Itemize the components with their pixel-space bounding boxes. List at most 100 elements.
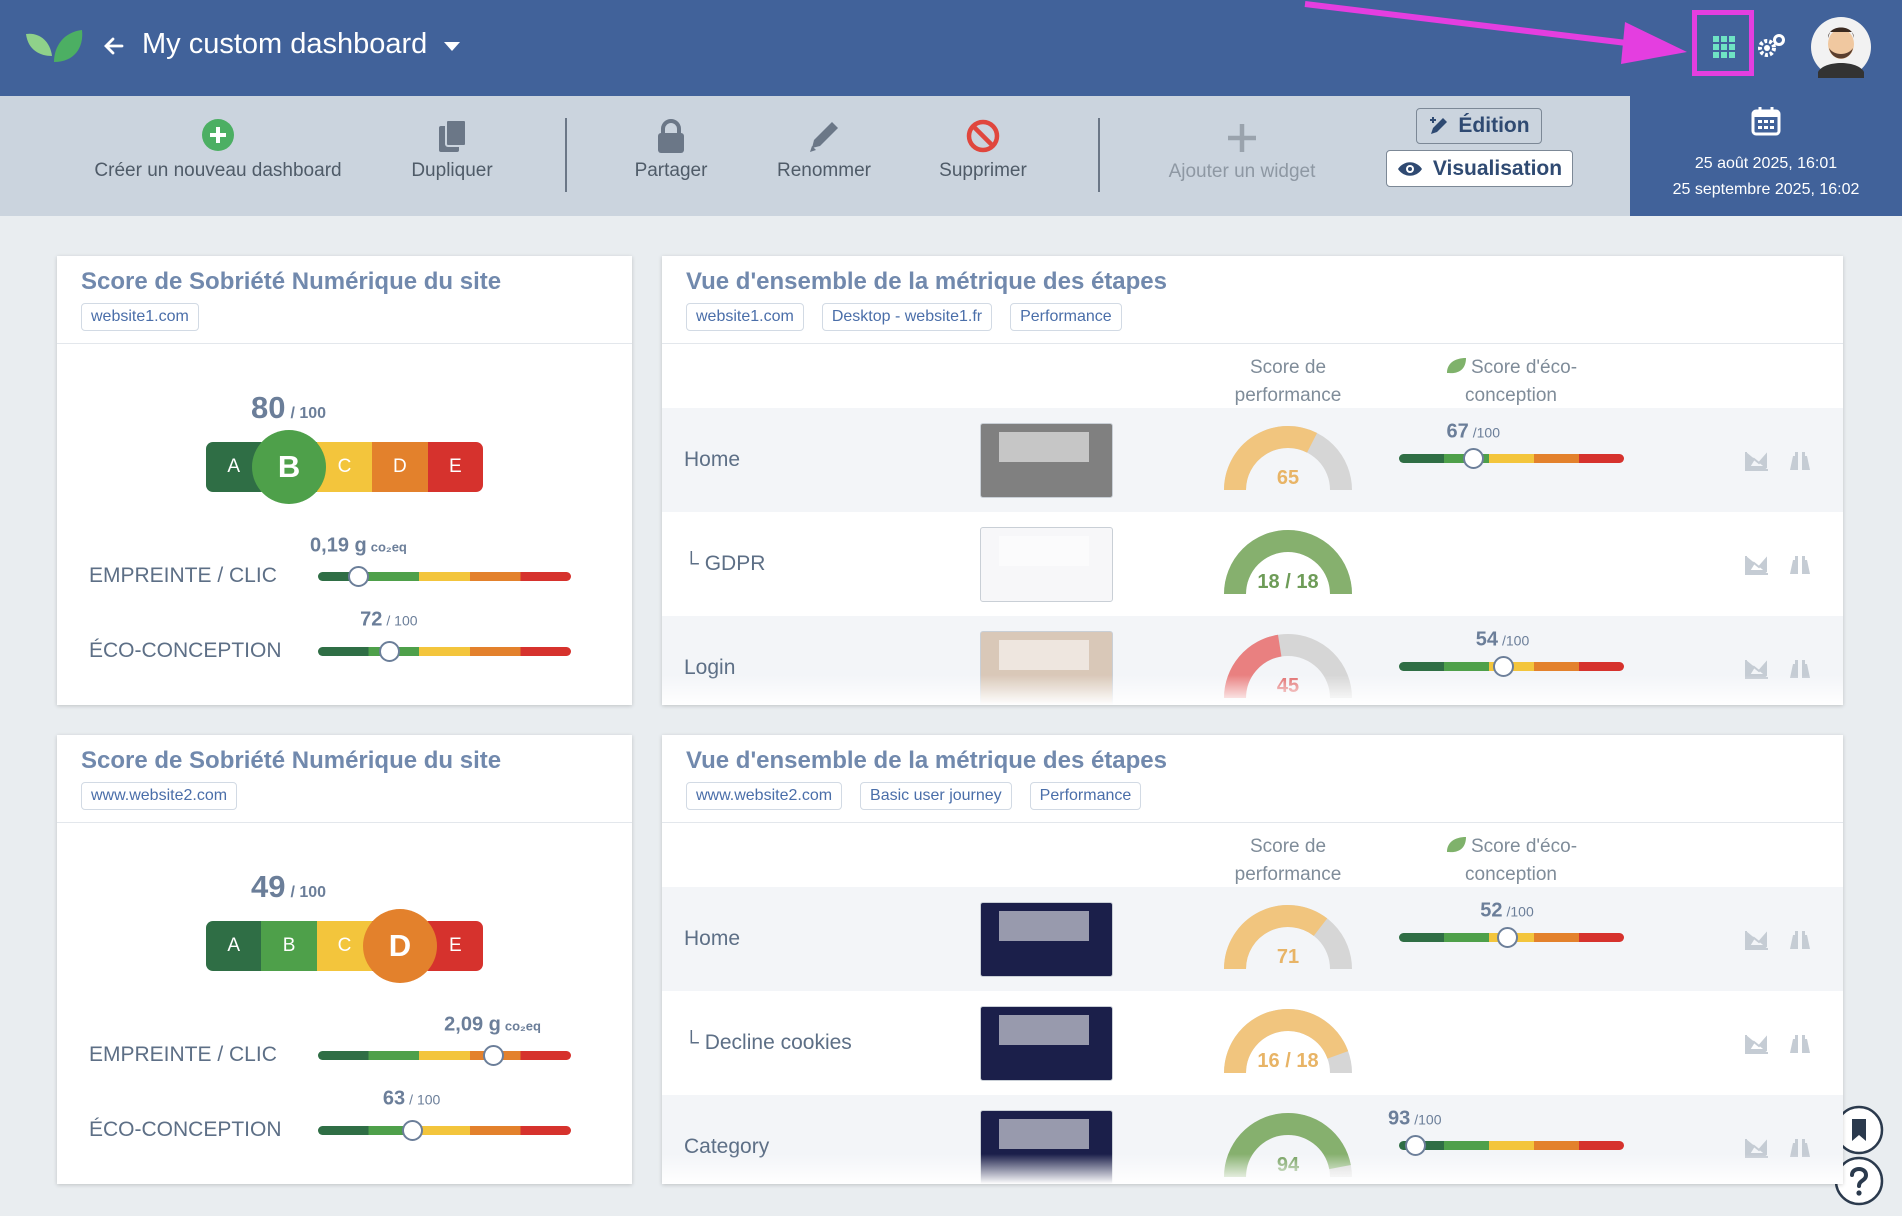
calendar-icon: [1751, 107, 1781, 136]
duplicate-icon: [439, 119, 467, 152]
inspect-button[interactable]: [1787, 658, 1813, 680]
step-name: Home: [684, 448, 741, 471]
scale-marker: [401, 1120, 423, 1141]
divider: [662, 822, 1843, 823]
step-name: └ GDPR: [684, 552, 766, 575]
column-header: Score de performance: [1234, 836, 1342, 885]
apps-button[interactable]: [1712, 35, 1736, 59]
thumbnail-content: [999, 536, 1089, 566]
toolbar-action[interactable]: Supprimer: [939, 160, 1027, 181]
share-icon: [658, 119, 684, 153]
column-header: Score d'éco-conception: [1431, 354, 1591, 410]
highlight-arrow: [1304, 1, 1687, 64]
eco-score: 52/100: [1480, 900, 1534, 923]
logo[interactable]: [24, 28, 86, 66]
widget-title: Vue d'ensemble de la métrique des étapes: [686, 268, 1167, 295]
step-name: Home: [684, 927, 741, 950]
binoculars-icon: [1790, 660, 1810, 678]
binoculars-icon: [1790, 1035, 1810, 1053]
eco-max: / 100: [386, 612, 418, 629]
back-button[interactable]: [102, 34, 126, 58]
step-name: Login: [684, 656, 736, 679]
inspect-button[interactable]: [1787, 450, 1813, 472]
binoculars-icon: [1790, 931, 1810, 949]
caret: [444, 42, 460, 51]
view-mode-button[interactable]: Visualisation: [1386, 150, 1573, 187]
footprint-unit: co₂eq: [370, 539, 407, 555]
avatar-body: [1818, 63, 1864, 78]
inspect-button[interactable]: [1787, 554, 1813, 576]
calendar-top: [1753, 111, 1779, 117]
logo-leaf: [54, 30, 83, 62]
gauge-value: [1224, 530, 1352, 595]
steps-overview-widget: Vue d'ensemble de la métrique des étapes…: [662, 256, 1843, 705]
tag: www.website2.com: [686, 782, 843, 810]
thumbnail-content: [999, 432, 1089, 462]
dashboard-menu[interactable]: [442, 40, 462, 54]
history-button[interactable]: [1744, 929, 1770, 951]
tag-list: website1.com: [81, 303, 199, 331]
scale-marker: [1404, 1135, 1426, 1156]
score-value: 49: [251, 869, 286, 904]
avatar-hair: [1828, 27, 1854, 38]
binoculars-icon: [1790, 556, 1810, 574]
divider: [57, 343, 632, 344]
history-button[interactable]: [1744, 450, 1770, 472]
history-button[interactable]: [1744, 554, 1770, 576]
ban-line: [971, 124, 995, 148]
eco-max: /100: [1506, 903, 1534, 920]
scale-bar: [1399, 1141, 1624, 1150]
toolbar-action[interactable]: Dupliquer: [411, 160, 493, 181]
binoculars-icon: [1790, 1139, 1810, 1157]
lock-shackle: [661, 119, 681, 134]
toolbar-action[interactable]: Créer un nouveau dashboard: [94, 160, 342, 181]
settings-button[interactable]: [1757, 32, 1787, 60]
scale-marker: [1492, 656, 1514, 677]
inspect-button[interactable]: [1787, 1137, 1813, 1159]
avatar-beard: [1829, 48, 1853, 59]
gauge-label: 18 / 18: [1257, 571, 1318, 593]
mode-label: Édition: [1458, 114, 1530, 137]
screenshot-thumbnail: [980, 423, 1113, 498]
scale-bar: [1399, 454, 1624, 463]
tag: Performance: [1010, 303, 1122, 331]
toolbar-action[interactable]: Renommer: [777, 160, 871, 181]
pencil-tip: [810, 146, 816, 152]
tag-list: www.website2.com Basic user journey Perfor…: [686, 782, 1142, 810]
thumbnail-content: [999, 640, 1089, 670]
lock-body: [658, 133, 684, 153]
site-score-widget: Score de Sobriété Numérique du site www.w…: [57, 735, 632, 1184]
eco-value: 63: [382, 1087, 406, 1110]
gauge-label: 65: [1277, 467, 1299, 489]
toolbar-action[interactable]: Partager: [634, 160, 708, 181]
dashboard-title[interactable]: My custom dashboard: [142, 28, 428, 60]
edit-mode-button[interactable]: Édition: [1416, 108, 1542, 144]
gauge-value: [1224, 1009, 1349, 1074]
step-name: └ Decline cookies: [684, 1031, 852, 1054]
eco-max: / 100: [409, 1091, 441, 1108]
tag: Basic user journey: [860, 782, 1012, 810]
eco-value: 93: [1388, 1107, 1411, 1130]
inspect-button[interactable]: [1787, 929, 1813, 951]
inspect-button[interactable]: [1787, 1033, 1813, 1055]
separator: [565, 118, 567, 192]
help-button[interactable]: [1833, 1155, 1885, 1207]
scale-marker: [348, 566, 370, 587]
plus: [1228, 124, 1256, 152]
score-max: / 100: [290, 405, 327, 422]
toolbar-action[interactable]: Ajouter un widget: [1168, 161, 1316, 182]
history-button[interactable]: [1744, 1033, 1770, 1055]
eco-value: 54: [1475, 628, 1498, 651]
tag: website1.com: [686, 303, 804, 331]
plus: [210, 127, 226, 143]
avatar[interactable]: [1810, 16, 1872, 78]
avatar-face: [1828, 29, 1854, 59]
score-value: 80: [251, 390, 286, 425]
eco-max: /100: [1502, 632, 1530, 649]
create-icon: [202, 119, 234, 151]
scale-marker: [482, 1045, 504, 1066]
grade-segment: E: [427, 442, 483, 492]
edit-icon: [1430, 117, 1448, 134]
